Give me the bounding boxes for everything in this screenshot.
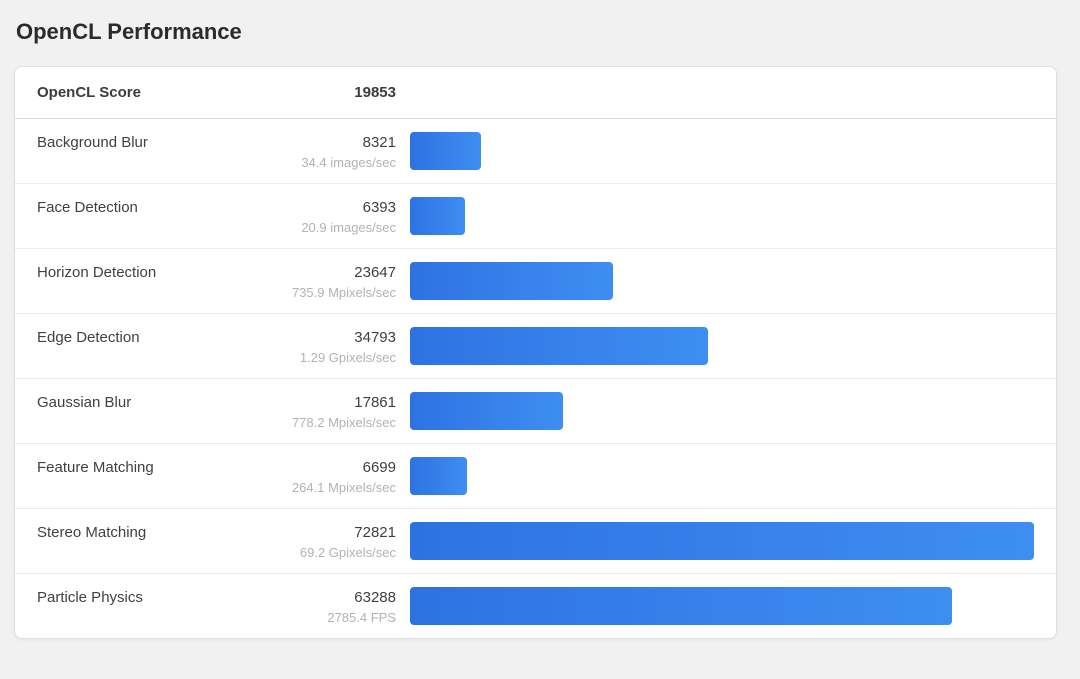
benchmark-score: 23647 xyxy=(354,264,396,281)
benchmark-score-cell: 72821 69.2 Gpixels/sec xyxy=(246,509,396,573)
benchmark-score-cell: 63288 2785.4 FPS xyxy=(246,574,396,638)
benchmark-row: Gaussian Blur 17861 778.2 Mpixels/sec xyxy=(15,378,1056,443)
benchmark-label: Edge Detection xyxy=(37,329,140,346)
benchmark-score-cell: 34793 1.29 Gpixels/sec xyxy=(246,314,396,378)
bar-track xyxy=(410,314,1034,378)
score-bar xyxy=(410,522,1034,560)
overall-score-label: OpenCL Score xyxy=(37,84,141,101)
benchmark-score-cell: 6699 264.1 Mpixels/sec xyxy=(246,444,396,508)
benchmark-rate: 1.29 Gpixels/sec xyxy=(299,350,396,365)
benchmark-label: Particle Physics xyxy=(37,589,143,606)
benchmark-label: Gaussian Blur xyxy=(37,394,132,411)
score-bar xyxy=(410,392,564,430)
score-card-header: OpenCL Score 19853 xyxy=(15,67,1056,119)
benchmark-row: Face Detection 6393 20.9 images/sec xyxy=(15,183,1056,248)
score-bar xyxy=(410,132,482,170)
score-bar xyxy=(410,197,465,235)
benchmark-label: Horizon Detection xyxy=(37,264,157,281)
benchmark-score: 6393 xyxy=(362,199,396,216)
benchmark-rate: 34.4 images/sec xyxy=(301,155,396,170)
page-title: OpenCL Performance xyxy=(16,19,242,44)
benchmark-row: Feature Matching 6699 264.1 Mpixels/sec xyxy=(15,443,1056,508)
bar-track xyxy=(410,444,1034,508)
benchmark-rows: Background Blur 8321 34.4 images/sec Fac… xyxy=(15,119,1056,638)
benchmark-rate: 2785.4 FPS xyxy=(327,610,396,625)
benchmark-score: 17861 xyxy=(354,394,396,411)
bar-track xyxy=(410,249,1034,313)
bar-track xyxy=(410,379,1034,443)
score-bar xyxy=(410,327,709,365)
benchmark-rate: 778.2 Mpixels/sec xyxy=(291,415,396,430)
benchmark-row: Particle Physics 63288 2785.4 FPS xyxy=(15,573,1056,638)
benchmark-rate: 69.2 Gpixels/sec xyxy=(299,545,396,560)
benchmark-score: 6699 xyxy=(362,459,396,476)
benchmark-score: 72821 xyxy=(354,524,396,541)
bar-track xyxy=(410,119,1034,183)
benchmark-rate: 735.9 Mpixels/sec xyxy=(291,285,396,300)
bar-track xyxy=(410,509,1034,573)
benchmark-label: Background Blur xyxy=(37,134,148,151)
score-bar xyxy=(410,457,468,495)
benchmark-label: Stereo Matching xyxy=(37,524,147,541)
benchmark-row: Background Blur 8321 34.4 images/sec xyxy=(15,119,1056,183)
benchmark-row: Stereo Matching 72821 69.2 Gpixels/sec xyxy=(15,508,1056,573)
opencl-score-card: OpenCL Score 19853 Background Blur 8321 … xyxy=(14,66,1057,639)
bar-track xyxy=(410,184,1034,248)
benchmark-score: 8321 xyxy=(362,134,396,151)
benchmark-score: 34793 xyxy=(354,329,396,346)
benchmark-rate: 20.9 images/sec xyxy=(301,220,396,235)
benchmark-row: Edge Detection 34793 1.29 Gpixels/sec xyxy=(15,313,1056,378)
benchmark-label: Feature Matching xyxy=(37,459,154,476)
score-bar xyxy=(410,587,953,625)
benchmark-score: 63288 xyxy=(354,589,396,606)
score-bar xyxy=(410,262,613,300)
benchmark-score-cell: 8321 34.4 images/sec xyxy=(246,119,396,183)
benchmark-score-cell: 17861 778.2 Mpixels/sec xyxy=(246,379,396,443)
benchmark-rate: 264.1 Mpixels/sec xyxy=(291,480,396,495)
benchmark-score-cell: 6393 20.9 images/sec xyxy=(246,184,396,248)
benchmark-score-cell: 23647 735.9 Mpixels/sec xyxy=(246,249,396,313)
overall-score-value: 19853 xyxy=(354,84,396,101)
bar-track xyxy=(410,574,1034,638)
benchmark-label: Face Detection xyxy=(37,199,138,216)
benchmark-row: Horizon Detection 23647 735.9 Mpixels/se… xyxy=(15,248,1056,313)
